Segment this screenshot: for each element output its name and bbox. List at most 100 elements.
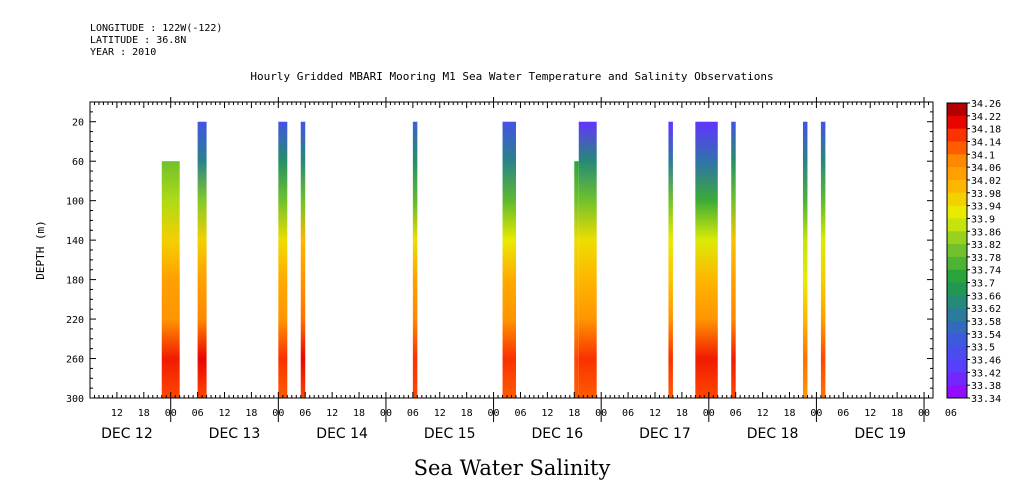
x-tick-label: 00: [380, 408, 392, 419]
colorbar-label: 33.46: [971, 356, 1001, 367]
colorbar-swatch: [947, 346, 967, 361]
colorbar-label: 33.34: [971, 394, 1001, 405]
x-day-label: DEC 18: [747, 426, 799, 442]
colorbar-label: 33.7: [971, 279, 995, 290]
colorbar-swatch: [947, 167, 967, 181]
colorbar-swatch: [947, 141, 967, 155]
colorbar-swatch: [947, 231, 967, 245]
colorbar-swatch: [947, 256, 967, 271]
colorbar-label: 33.74: [971, 266, 1001, 277]
salinity-column: [574, 161, 579, 398]
x-tick-label: 18: [353, 408, 365, 419]
salinity-column: [502, 121, 516, 398]
x-tick-label: 18: [783, 408, 795, 419]
x-tick-label: 06: [730, 408, 742, 419]
salinity-column: [802, 121, 808, 398]
x-tick-label: 00: [488, 408, 500, 419]
y-tick-label: 60: [72, 157, 84, 168]
x-day-label: DEC 13: [209, 426, 261, 442]
colorbar-label: 33.58: [971, 317, 1001, 328]
x-tick-label: 06: [945, 408, 957, 419]
colorbar-swatch: [947, 154, 967, 168]
salinity-column: [668, 121, 673, 398]
colorbar-swatch: [947, 244, 967, 258]
colorbar-swatch: [947, 359, 967, 373]
x-tick-label: 18: [138, 408, 150, 419]
heatmap-columns: [161, 121, 826, 398]
colorbar-swatch: [947, 115, 967, 130]
x-tick-label: 12: [434, 408, 446, 419]
colorbar-label: 33.86: [971, 227, 1001, 238]
colorbar-label: 33.98: [971, 189, 1001, 200]
y-tick-label: 20: [72, 118, 84, 129]
colorbar-label: 34.18: [971, 125, 1001, 136]
x-tick-label: 18: [676, 408, 688, 419]
x-tick-label: 06: [514, 408, 526, 419]
x-tick-label: 18: [245, 408, 257, 419]
latitude-label: LATITUDE : 36.8N: [90, 35, 187, 46]
x-day-label: DEC 12: [101, 426, 153, 442]
salinity-column: [161, 161, 180, 398]
colorbar-label: 33.9: [971, 214, 995, 225]
colorbar-label: 34.26: [971, 99, 1001, 110]
colorbar-swatch: [947, 333, 967, 348]
colorbar-swatch: [947, 269, 967, 284]
y-tick-label: 220: [66, 315, 84, 326]
x-tick-label: 06: [192, 408, 204, 419]
colorbar-label: 33.5: [971, 343, 995, 354]
colorbar-label: 34.14: [971, 137, 1001, 148]
salinity-caption: Sea Water Salinity: [414, 456, 611, 480]
salinity-column: [197, 121, 207, 398]
x-tick-label: 00: [272, 408, 284, 419]
salinity-column: [278, 121, 288, 398]
colorbar-label: 34.22: [971, 112, 1001, 123]
x-tick-label: 12: [757, 408, 769, 419]
colorbar-label: 33.54: [971, 330, 1001, 341]
chart-title: Hourly Gridded MBARI Mooring M1 Sea Wate…: [250, 70, 773, 83]
colorbar-swatch: [947, 308, 967, 322]
y-tick-label: 260: [66, 355, 84, 366]
x-tick-label: 18: [891, 408, 903, 419]
colorbar-swatch: [947, 282, 967, 296]
colorbar-swatch: [947, 218, 967, 232]
salinity-column: [300, 121, 306, 398]
x-day-label: DEC 17: [639, 426, 691, 442]
y-tick-label: 100: [66, 197, 84, 208]
x-tick-label: 12: [326, 408, 338, 419]
salinity-column: [695, 121, 718, 398]
colorbar-label: 34.1: [971, 150, 995, 161]
colorbar-label: 33.62: [971, 304, 1001, 315]
mooring-metadata: LONGITUDE : 122W(-122) LATITUDE : 36.8N …: [90, 23, 222, 59]
x-day-label: DEC 15: [424, 426, 476, 442]
x-tick-label: 06: [299, 408, 311, 419]
colorbar-label: 34.02: [971, 176, 1001, 187]
colorbar-swatch: [947, 295, 967, 309]
longitude-label: LONGITUDE : 122W(-122): [90, 23, 223, 34]
colorbar-swatch: [947, 128, 967, 142]
x-tick-label: 12: [218, 408, 230, 419]
colorbar-swatch: [947, 179, 967, 194]
colorbar-label: 33.94: [971, 202, 1001, 213]
salinity-column: [731, 121, 736, 398]
x-day-label: DEC 19: [854, 426, 906, 442]
x-tick-label: 06: [622, 408, 634, 419]
colorbar-label: 33.42: [971, 368, 1001, 379]
x-tick-label: 00: [165, 408, 177, 419]
x-tick-label: 12: [649, 408, 661, 419]
y-tick-label: 180: [66, 276, 84, 287]
x-day-label: DEC 14: [316, 426, 368, 442]
x-tick-label: 06: [837, 408, 849, 419]
colorbar-label: 33.78: [971, 253, 1001, 264]
colorbar-label: 33.66: [971, 291, 1001, 302]
salinity-column: [412, 121, 418, 398]
year-label: YEAR : 2010: [90, 47, 157, 58]
x-tick-label: 00: [703, 408, 715, 419]
colorbar-swatch: [947, 205, 967, 219]
colorbar-swatch: [947, 321, 967, 335]
axes: 12 18 00 06 12 18 00 06 12 18 00 06 12 18 00 06 12 18 00 06…: [66, 97, 957, 442]
colorbar-label: 33.38: [971, 381, 1001, 392]
x-tick-label: 12: [111, 408, 123, 419]
colorbar-label: 33.82: [971, 240, 1001, 251]
